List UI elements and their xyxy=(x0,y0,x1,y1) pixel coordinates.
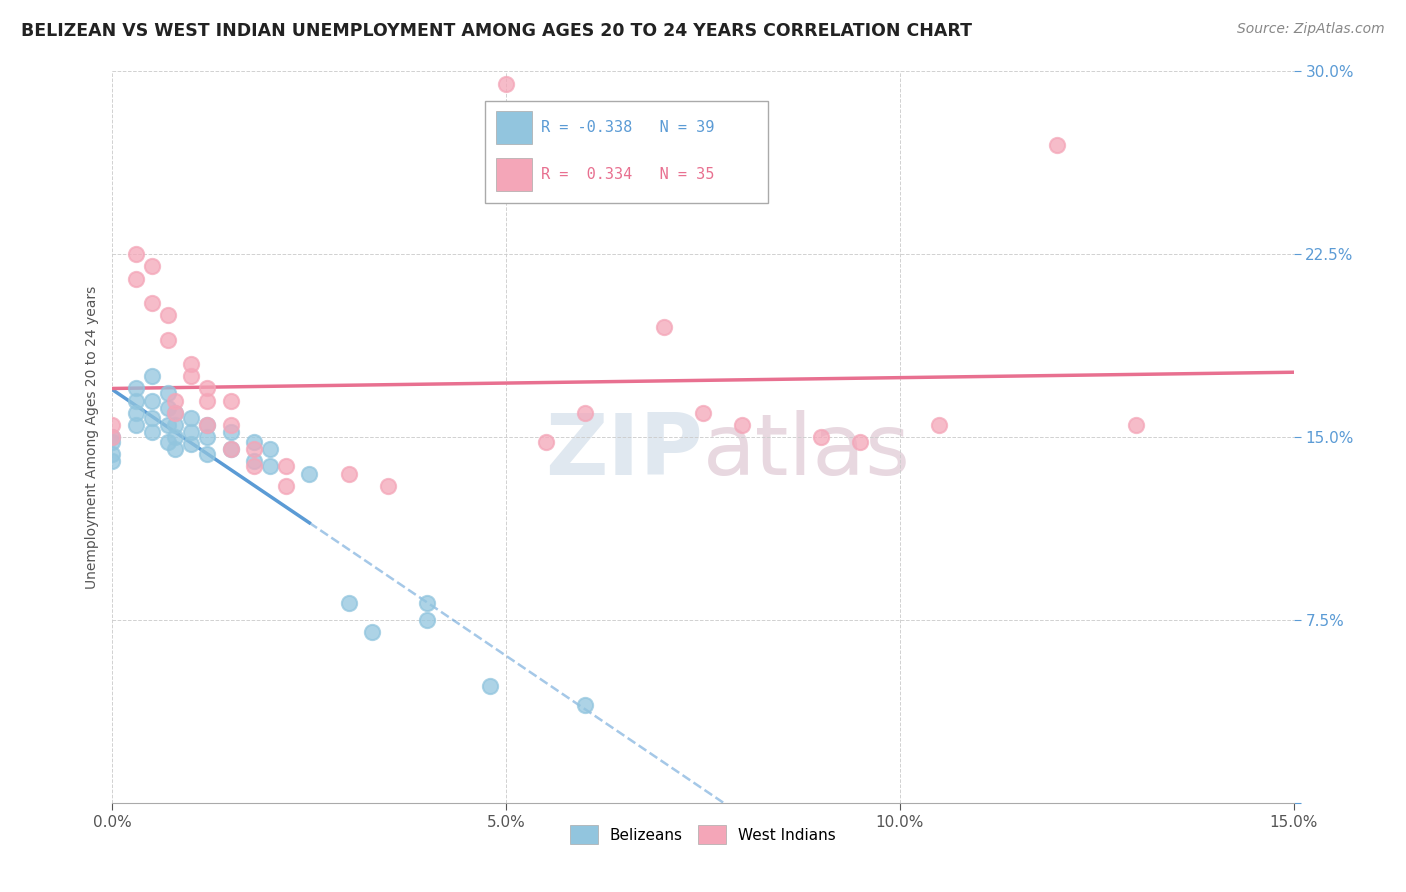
Point xyxy=(416,613,439,627)
Point xyxy=(156,434,179,449)
Point xyxy=(195,447,218,461)
Point xyxy=(165,406,187,420)
Point xyxy=(259,459,281,474)
Point xyxy=(243,459,266,474)
Point xyxy=(219,442,242,457)
Point xyxy=(219,417,242,432)
Point xyxy=(195,381,218,395)
Point xyxy=(141,425,163,440)
Point xyxy=(534,434,557,449)
Point xyxy=(156,333,179,347)
Point xyxy=(495,77,517,91)
Text: atlas: atlas xyxy=(703,410,911,493)
Point xyxy=(377,479,399,493)
Point xyxy=(731,417,754,432)
Point xyxy=(1046,137,1069,152)
Point xyxy=(141,369,163,384)
Point xyxy=(574,698,596,713)
Point xyxy=(125,406,148,420)
Point xyxy=(125,247,148,261)
Point xyxy=(101,434,124,449)
Point xyxy=(180,357,202,371)
Point xyxy=(165,393,187,408)
Point xyxy=(361,625,384,640)
Text: R =  0.334   N = 35: R = 0.334 N = 35 xyxy=(541,167,714,182)
Point xyxy=(243,442,266,457)
Text: ZIP: ZIP xyxy=(546,410,703,493)
Point xyxy=(125,271,148,285)
Point xyxy=(180,410,202,425)
Point xyxy=(180,369,202,384)
Point xyxy=(928,417,950,432)
Point xyxy=(692,406,714,420)
Point xyxy=(141,260,163,274)
Point xyxy=(219,425,242,440)
FancyBboxPatch shape xyxy=(496,158,531,191)
Point xyxy=(156,308,179,322)
Point xyxy=(195,417,218,432)
Point xyxy=(652,320,675,334)
FancyBboxPatch shape xyxy=(485,101,768,203)
Point xyxy=(141,296,163,310)
Point xyxy=(141,393,163,408)
Point xyxy=(141,410,163,425)
Point xyxy=(101,447,124,461)
Point xyxy=(1125,417,1147,432)
Point xyxy=(125,381,148,395)
Point xyxy=(274,459,297,474)
Point xyxy=(125,417,148,432)
Point xyxy=(156,417,179,432)
Legend: Belizeans, West Indians: Belizeans, West Indians xyxy=(564,819,842,850)
Point xyxy=(156,401,179,415)
Point xyxy=(101,454,124,468)
FancyBboxPatch shape xyxy=(496,111,531,144)
Point xyxy=(849,434,872,449)
Point xyxy=(156,386,179,401)
Point xyxy=(574,406,596,420)
Point xyxy=(165,442,187,457)
Point xyxy=(101,417,124,432)
Point xyxy=(416,596,439,610)
Point xyxy=(180,425,202,440)
Point xyxy=(479,679,502,693)
Text: BELIZEAN VS WEST INDIAN UNEMPLOYMENT AMONG AGES 20 TO 24 YEARS CORRELATION CHART: BELIZEAN VS WEST INDIAN UNEMPLOYMENT AMO… xyxy=(21,22,972,40)
Point xyxy=(125,393,148,408)
Point xyxy=(219,393,242,408)
Point xyxy=(810,430,832,444)
Point xyxy=(195,393,218,408)
Point xyxy=(274,479,297,493)
Point xyxy=(219,442,242,457)
Point xyxy=(243,434,266,449)
Text: R = -0.338   N = 39: R = -0.338 N = 39 xyxy=(541,120,714,135)
Point xyxy=(165,430,187,444)
Point xyxy=(101,430,124,444)
Point xyxy=(165,417,187,432)
Text: Source: ZipAtlas.com: Source: ZipAtlas.com xyxy=(1237,22,1385,37)
Point xyxy=(165,406,187,420)
Point xyxy=(180,437,202,451)
Point xyxy=(337,596,360,610)
Point xyxy=(337,467,360,481)
Y-axis label: Unemployment Among Ages 20 to 24 years: Unemployment Among Ages 20 to 24 years xyxy=(84,285,98,589)
Point xyxy=(195,417,218,432)
Point xyxy=(259,442,281,457)
Point xyxy=(298,467,321,481)
Point xyxy=(243,454,266,468)
Point xyxy=(195,430,218,444)
Point xyxy=(101,430,124,444)
